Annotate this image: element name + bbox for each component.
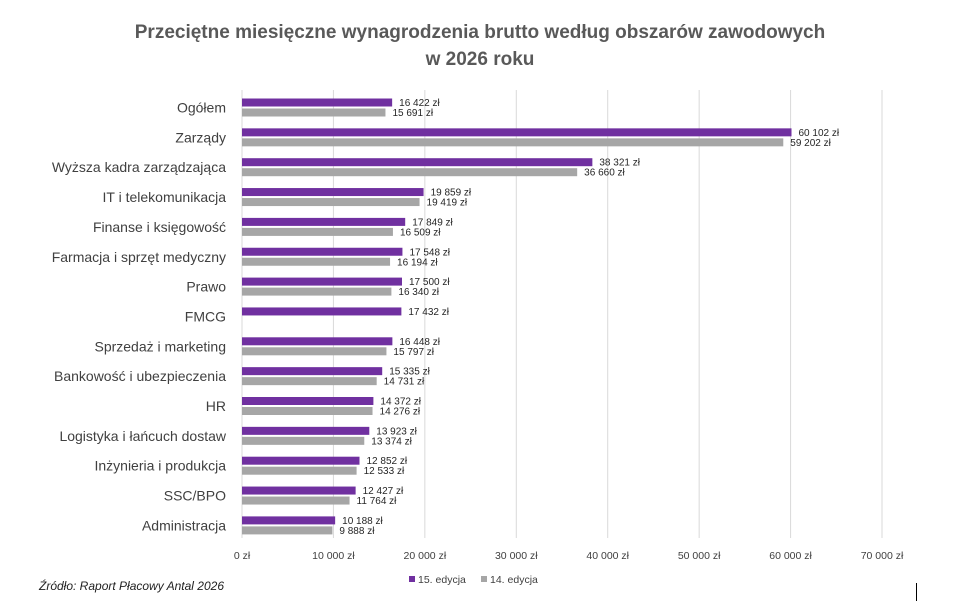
category-label: Bankowość i ubezpieczenia <box>54 368 226 384</box>
category-label: Wyższa kadra zarządzająca <box>52 159 226 175</box>
bar-edition-14 <box>242 138 784 147</box>
data-label: 16 422 zł <box>399 98 440 109</box>
bar-edition-15 <box>242 277 402 286</box>
bar-edition-15 <box>242 516 336 525</box>
data-label: 16 194 zł <box>397 257 438 268</box>
category-label: Inżynieria i produkcja <box>94 458 226 474</box>
bar-edition-15 <box>242 128 792 137</box>
data-label: 15 335 zł <box>389 367 430 378</box>
legend-label: 14. edycja <box>490 574 538 586</box>
chart-title-line-1: Przeciętne miesięczne wynagrodzenia brut… <box>134 22 826 43</box>
legend-swatch <box>481 576 487 582</box>
data-label: 14 276 zł <box>380 407 421 418</box>
bar-edition-15 <box>242 456 360 465</box>
bar-edition-15 <box>242 188 424 197</box>
bar-edition-15 <box>242 307 402 316</box>
bar-edition-15 <box>242 217 406 226</box>
data-label: 17 849 zł <box>412 217 453 228</box>
bar-edition-14 <box>242 287 392 296</box>
category-label: IT i telekomunikacja <box>103 189 227 205</box>
bar-edition-15 <box>242 98 393 107</box>
data-label: 11 764 zł <box>357 496 398 507</box>
bar-edition-14 <box>242 526 333 535</box>
legend: 15. edycja 14. edycja <box>409 574 538 586</box>
data-label: 16 340 zł <box>398 287 439 298</box>
category-label: Finanse i księgowość <box>93 219 226 235</box>
category-label: SSC/BPO <box>164 488 226 504</box>
x-tick-label: 20 000 zł <box>404 550 447 562</box>
x-tick-label: 70 000 zł <box>861 550 904 562</box>
data-label: 12 533 zł <box>364 466 405 477</box>
bar-edition-14 <box>242 198 420 207</box>
bar-edition-14 <box>242 227 393 236</box>
data-label: 60 102 zł <box>799 128 840 139</box>
category-label: Ogółem <box>177 100 226 116</box>
data-label: 13 923 zł <box>376 426 417 437</box>
data-label: 9 888 zł <box>339 526 375 537</box>
x-tick-label: 10 000 zł <box>312 550 355 562</box>
bar-edition-14 <box>242 257 391 266</box>
bar-edition-14 <box>242 436 365 445</box>
x-tick-label: 60 000 zł <box>769 550 812 562</box>
category-label: Zarządy <box>175 129 226 145</box>
bar-edition-15 <box>242 158 593 167</box>
x-tick-label: 50 000 zł <box>678 550 721 562</box>
bar-edition-15 <box>242 397 374 405</box>
data-label: 19 859 zł <box>431 188 472 199</box>
x-tick-label: 40 000 zł <box>586 550 629 562</box>
category-label: Farmacja i sprzęt medyczny <box>52 249 226 265</box>
legend-swatch <box>409 576 415 582</box>
bar-edition-15 <box>242 337 393 346</box>
bar-edition-14 <box>242 496 350 505</box>
data-label: 13 374 zł <box>371 436 412 447</box>
category-label: HR <box>206 398 226 414</box>
bar-edition-14 <box>242 466 357 475</box>
bar-edition-14 <box>242 407 373 415</box>
text-cursor <box>916 583 917 601</box>
source-note: Źródło: Raport Płacowy Antal 2026 <box>39 579 224 593</box>
bar-edition-15 <box>242 486 356 495</box>
data-label: 16 448 zł <box>399 337 440 348</box>
bar-edition-14 <box>242 377 377 386</box>
category-label: Logistyka i łańcuch dostaw <box>59 428 226 444</box>
data-label: 12 427 zł <box>363 486 404 497</box>
data-label: 14 731 zł <box>384 377 425 388</box>
category-label: Prawo <box>186 279 226 295</box>
legend-label: 15. edycja <box>418 574 466 586</box>
category-label: Administracja <box>142 517 226 533</box>
bar-edition-15 <box>242 367 383 376</box>
data-label: 14 372 zł <box>380 397 421 408</box>
data-label: 12 852 zł <box>367 456 408 467</box>
data-label: 16 509 zł <box>400 227 441 238</box>
category-label: FMCG <box>185 308 226 324</box>
data-label: 15 797 zł <box>393 347 434 358</box>
x-tick-label: 30 000 zł <box>495 550 538 562</box>
data-label: 59 202 zł <box>790 138 831 149</box>
chart-title-line-2: w 2026 roku <box>425 49 535 70</box>
data-label: 17 548 zł <box>409 247 450 258</box>
bar-edition-15 <box>242 426 370 435</box>
category-label: Sprzedaż i marketing <box>94 338 226 354</box>
bar-edition-14 <box>242 108 386 117</box>
data-label: 19 419 zł <box>427 198 468 209</box>
x-tick-label: 0 zł <box>234 550 251 562</box>
data-label: 38 321 zł <box>599 158 640 169</box>
data-label: 10 188 zł <box>342 516 383 527</box>
bars <box>242 98 792 535</box>
data-label: 17 432 zł <box>408 307 449 318</box>
x-axis-tick-labels: 0 zł 10 000 zł 20 000 zł 30 000 zł 40 000 zł… <box>234 550 904 562</box>
data-label: 15 691 zł <box>392 108 433 119</box>
data-label: 17 500 zł <box>409 277 450 288</box>
category-labels: Ogółem Zarządy Wyższa kadra zarządzająca IT… <box>52 100 227 534</box>
bar-edition-15 <box>242 247 403 256</box>
data-label: 36 660 zł <box>584 168 625 179</box>
bar-edition-14 <box>242 347 387 356</box>
bar-edition-14 <box>242 168 578 177</box>
